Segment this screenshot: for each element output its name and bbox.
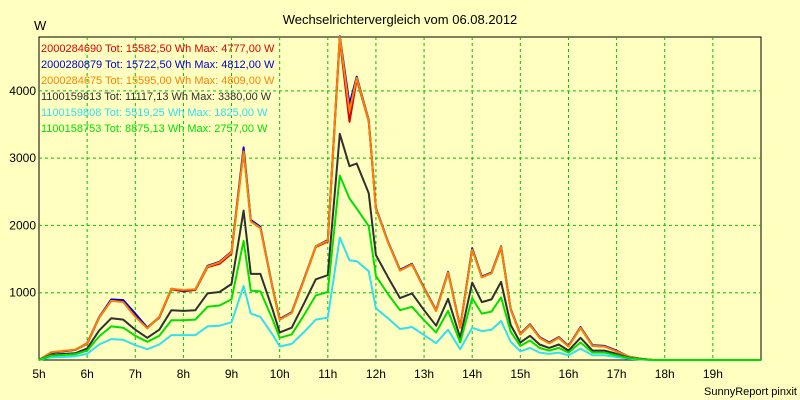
x-tick-label: 18h xyxy=(655,367,675,381)
x-tick-label: 12h xyxy=(366,367,386,381)
y-tick-label: 3000 xyxy=(9,151,36,165)
legend-entry-3: 2000284675 Tot: 15595,00 Wh Max: 4809,00… xyxy=(41,75,275,87)
x-tick-label: 6h xyxy=(80,367,93,381)
x-tick-label: 17h xyxy=(607,367,627,381)
legend-entry-5: 1100159808 Tot: 5519,25 Wh Max: 1825,00 … xyxy=(41,107,268,119)
x-tick-label: 5h xyxy=(32,367,45,381)
x-tick-label: 8h xyxy=(177,367,190,381)
legend-entry-1: 2000284690 Tot: 15582,50 Wh Max: 4777,00… xyxy=(41,43,275,55)
legend-entry-2: 2000280879 Tot: 15722,50 Wh Max: 4812,00… xyxy=(41,59,275,71)
x-tick-label: 9h xyxy=(225,367,238,381)
legend-entry-4: 1100159813 Tot: 11117,13 Wh Max: 3380,00… xyxy=(41,91,272,103)
y-axis-label: W xyxy=(34,18,47,33)
chart-title: Wechselrichtervergleich vom 06.08.2012 xyxy=(283,12,518,27)
series-line-6 xyxy=(38,174,761,361)
legend-entry-6: 1100158753 Tot: 8875,13 Wh Max: 2757,00 … xyxy=(41,123,268,135)
x-tick-label: 11h xyxy=(318,367,337,381)
x-tick-label: 19h xyxy=(703,367,723,381)
y-ticks: 1000 2000 3000 4000 xyxy=(9,84,36,300)
x-tick-label: 16h xyxy=(558,367,578,381)
x-tick-label: 10h xyxy=(270,367,290,381)
y-tick-label: 1000 xyxy=(9,286,36,300)
x-ticks: 5h 6h 7h 8h 9h 10h 11h 12h 13h 14h 15h 16h 17h 18h 19h xyxy=(32,367,723,381)
footer-credit: SunnyReport pinxit xyxy=(704,386,797,398)
x-tick-label: 7h xyxy=(129,367,142,381)
y-tick-label: 4000 xyxy=(9,84,36,98)
series-lines xyxy=(38,35,761,361)
x-tick-label: 15h xyxy=(510,367,530,381)
legend: 2000284690 Tot: 15582,50 Wh Max: 4777,00… xyxy=(41,43,275,135)
y-tick-label: 2000 xyxy=(9,218,36,232)
x-tick-label: 14h xyxy=(462,367,482,381)
x-tick-label: 13h xyxy=(414,367,434,381)
grid xyxy=(39,37,761,360)
